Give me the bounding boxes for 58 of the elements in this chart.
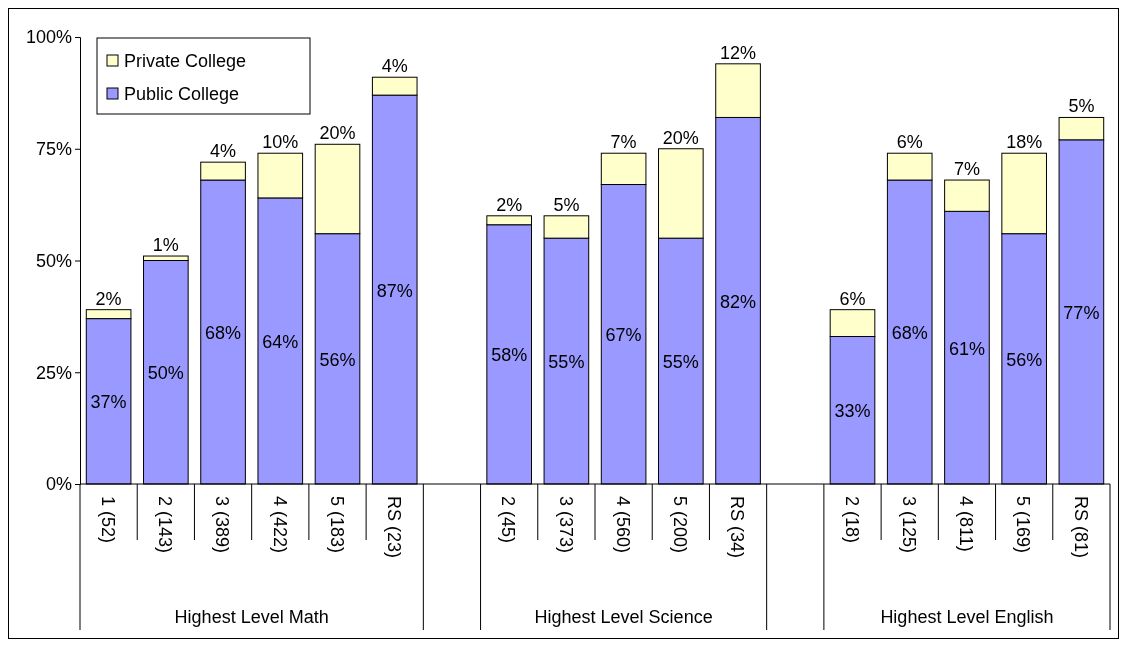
data-label: 7% bbox=[610, 132, 637, 153]
data-label: 1% bbox=[152, 235, 179, 256]
legend-label: Public College bbox=[124, 84, 240, 104]
data-label: 77% bbox=[1063, 302, 1100, 323]
x-tick-label: 4 (422) bbox=[269, 496, 290, 554]
y-tick-label: 0% bbox=[45, 474, 72, 495]
x-tick-label: 3 (373) bbox=[555, 496, 576, 554]
data-label: 4% bbox=[210, 141, 237, 162]
x-tick-label: 2 (143) bbox=[155, 496, 176, 554]
data-label: 87% bbox=[376, 280, 413, 301]
data-label: 82% bbox=[720, 291, 757, 312]
x-tick-label: 3 (389) bbox=[212, 496, 233, 554]
data-label: 68% bbox=[205, 323, 242, 344]
text: Highest Level English bbox=[880, 607, 1054, 627]
x-tick-label: RS (34) bbox=[727, 496, 748, 559]
x-tick-label: 5 (183) bbox=[326, 496, 347, 554]
data-label: 12% bbox=[720, 42, 757, 63]
data-label: 20% bbox=[319, 123, 356, 144]
data-label: 4% bbox=[381, 56, 408, 77]
data-label: 33% bbox=[834, 401, 871, 422]
data-label: 68% bbox=[891, 323, 928, 344]
data-label: 10% bbox=[262, 132, 299, 153]
x-tick-label: 4 (811) bbox=[956, 496, 977, 552]
data-label: 7% bbox=[953, 159, 980, 180]
text: Highest Level Science bbox=[534, 607, 713, 627]
data-label: 2% bbox=[95, 288, 122, 309]
data-label: 5% bbox=[553, 194, 580, 215]
x-tick-label: 5 (169) bbox=[1013, 496, 1034, 554]
data-label: 56% bbox=[319, 349, 356, 370]
y-tick-label: 50% bbox=[35, 250, 72, 271]
data-label: 6% bbox=[896, 132, 923, 153]
x-tick-label: 2 (18) bbox=[841, 496, 862, 544]
data-label: 6% bbox=[839, 288, 866, 309]
data-label: 64% bbox=[262, 331, 299, 352]
data-label: 58% bbox=[491, 345, 528, 366]
x-tick-label: 4 (560) bbox=[612, 496, 633, 554]
data-label: 55% bbox=[548, 352, 585, 373]
data-label: 5% bbox=[1068, 96, 1095, 117]
data-label: 37% bbox=[90, 392, 127, 413]
data-label: 20% bbox=[662, 127, 699, 148]
x-tick-label: 1 (52) bbox=[97, 496, 118, 544]
x-tick-label: 3 (125) bbox=[898, 496, 919, 554]
data-label: 18% bbox=[1006, 132, 1043, 153]
data-label: 55% bbox=[662, 352, 699, 373]
data-label: 56% bbox=[1006, 349, 1043, 370]
y-tick-label: 100% bbox=[25, 27, 72, 48]
x-tick-label: 5 (200) bbox=[670, 496, 691, 554]
data-label: 67% bbox=[605, 325, 642, 346]
x-tick-label: RS (23) bbox=[383, 496, 404, 559]
legend-label: Private College bbox=[124, 51, 247, 71]
x-tick-label: 2 (45) bbox=[498, 496, 519, 544]
data-label: 50% bbox=[147, 363, 184, 384]
x-tick-label: RS (81) bbox=[1070, 496, 1091, 559]
text: Highest Level Math bbox=[174, 607, 329, 627]
data-label: 61% bbox=[948, 338, 985, 359]
y-tick-label: 25% bbox=[35, 362, 72, 383]
y-tick-label: 75% bbox=[35, 139, 72, 160]
data-label: 2% bbox=[496, 194, 523, 215]
